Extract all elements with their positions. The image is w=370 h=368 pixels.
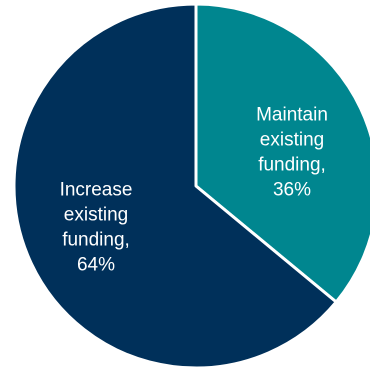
pie-slice-label-1: Maintain existing funding, 36% xyxy=(256,105,328,201)
pie-slice-label-line: existing xyxy=(260,130,324,151)
pie-slice-label-line: Increase xyxy=(60,180,133,201)
pie-slice-label-line: Maintain xyxy=(256,105,328,126)
pie-labels: Maintain existing funding, 36% Increase exist… xyxy=(60,105,328,276)
pie-slice-label-line: existing xyxy=(64,205,128,226)
pie-slice-label-line: 36% xyxy=(273,180,311,201)
pie-slice-label-2: Increase existing funding, 64% xyxy=(60,180,133,276)
pie-slice-2 xyxy=(12,2,338,368)
pie-slice-1 xyxy=(194,2,370,304)
pie-slices xyxy=(12,2,370,368)
pie-slice-label-line: 64% xyxy=(77,255,115,276)
pie-slice-label-line: funding, xyxy=(62,230,130,251)
pie-slice-label-line: funding, xyxy=(258,155,326,176)
